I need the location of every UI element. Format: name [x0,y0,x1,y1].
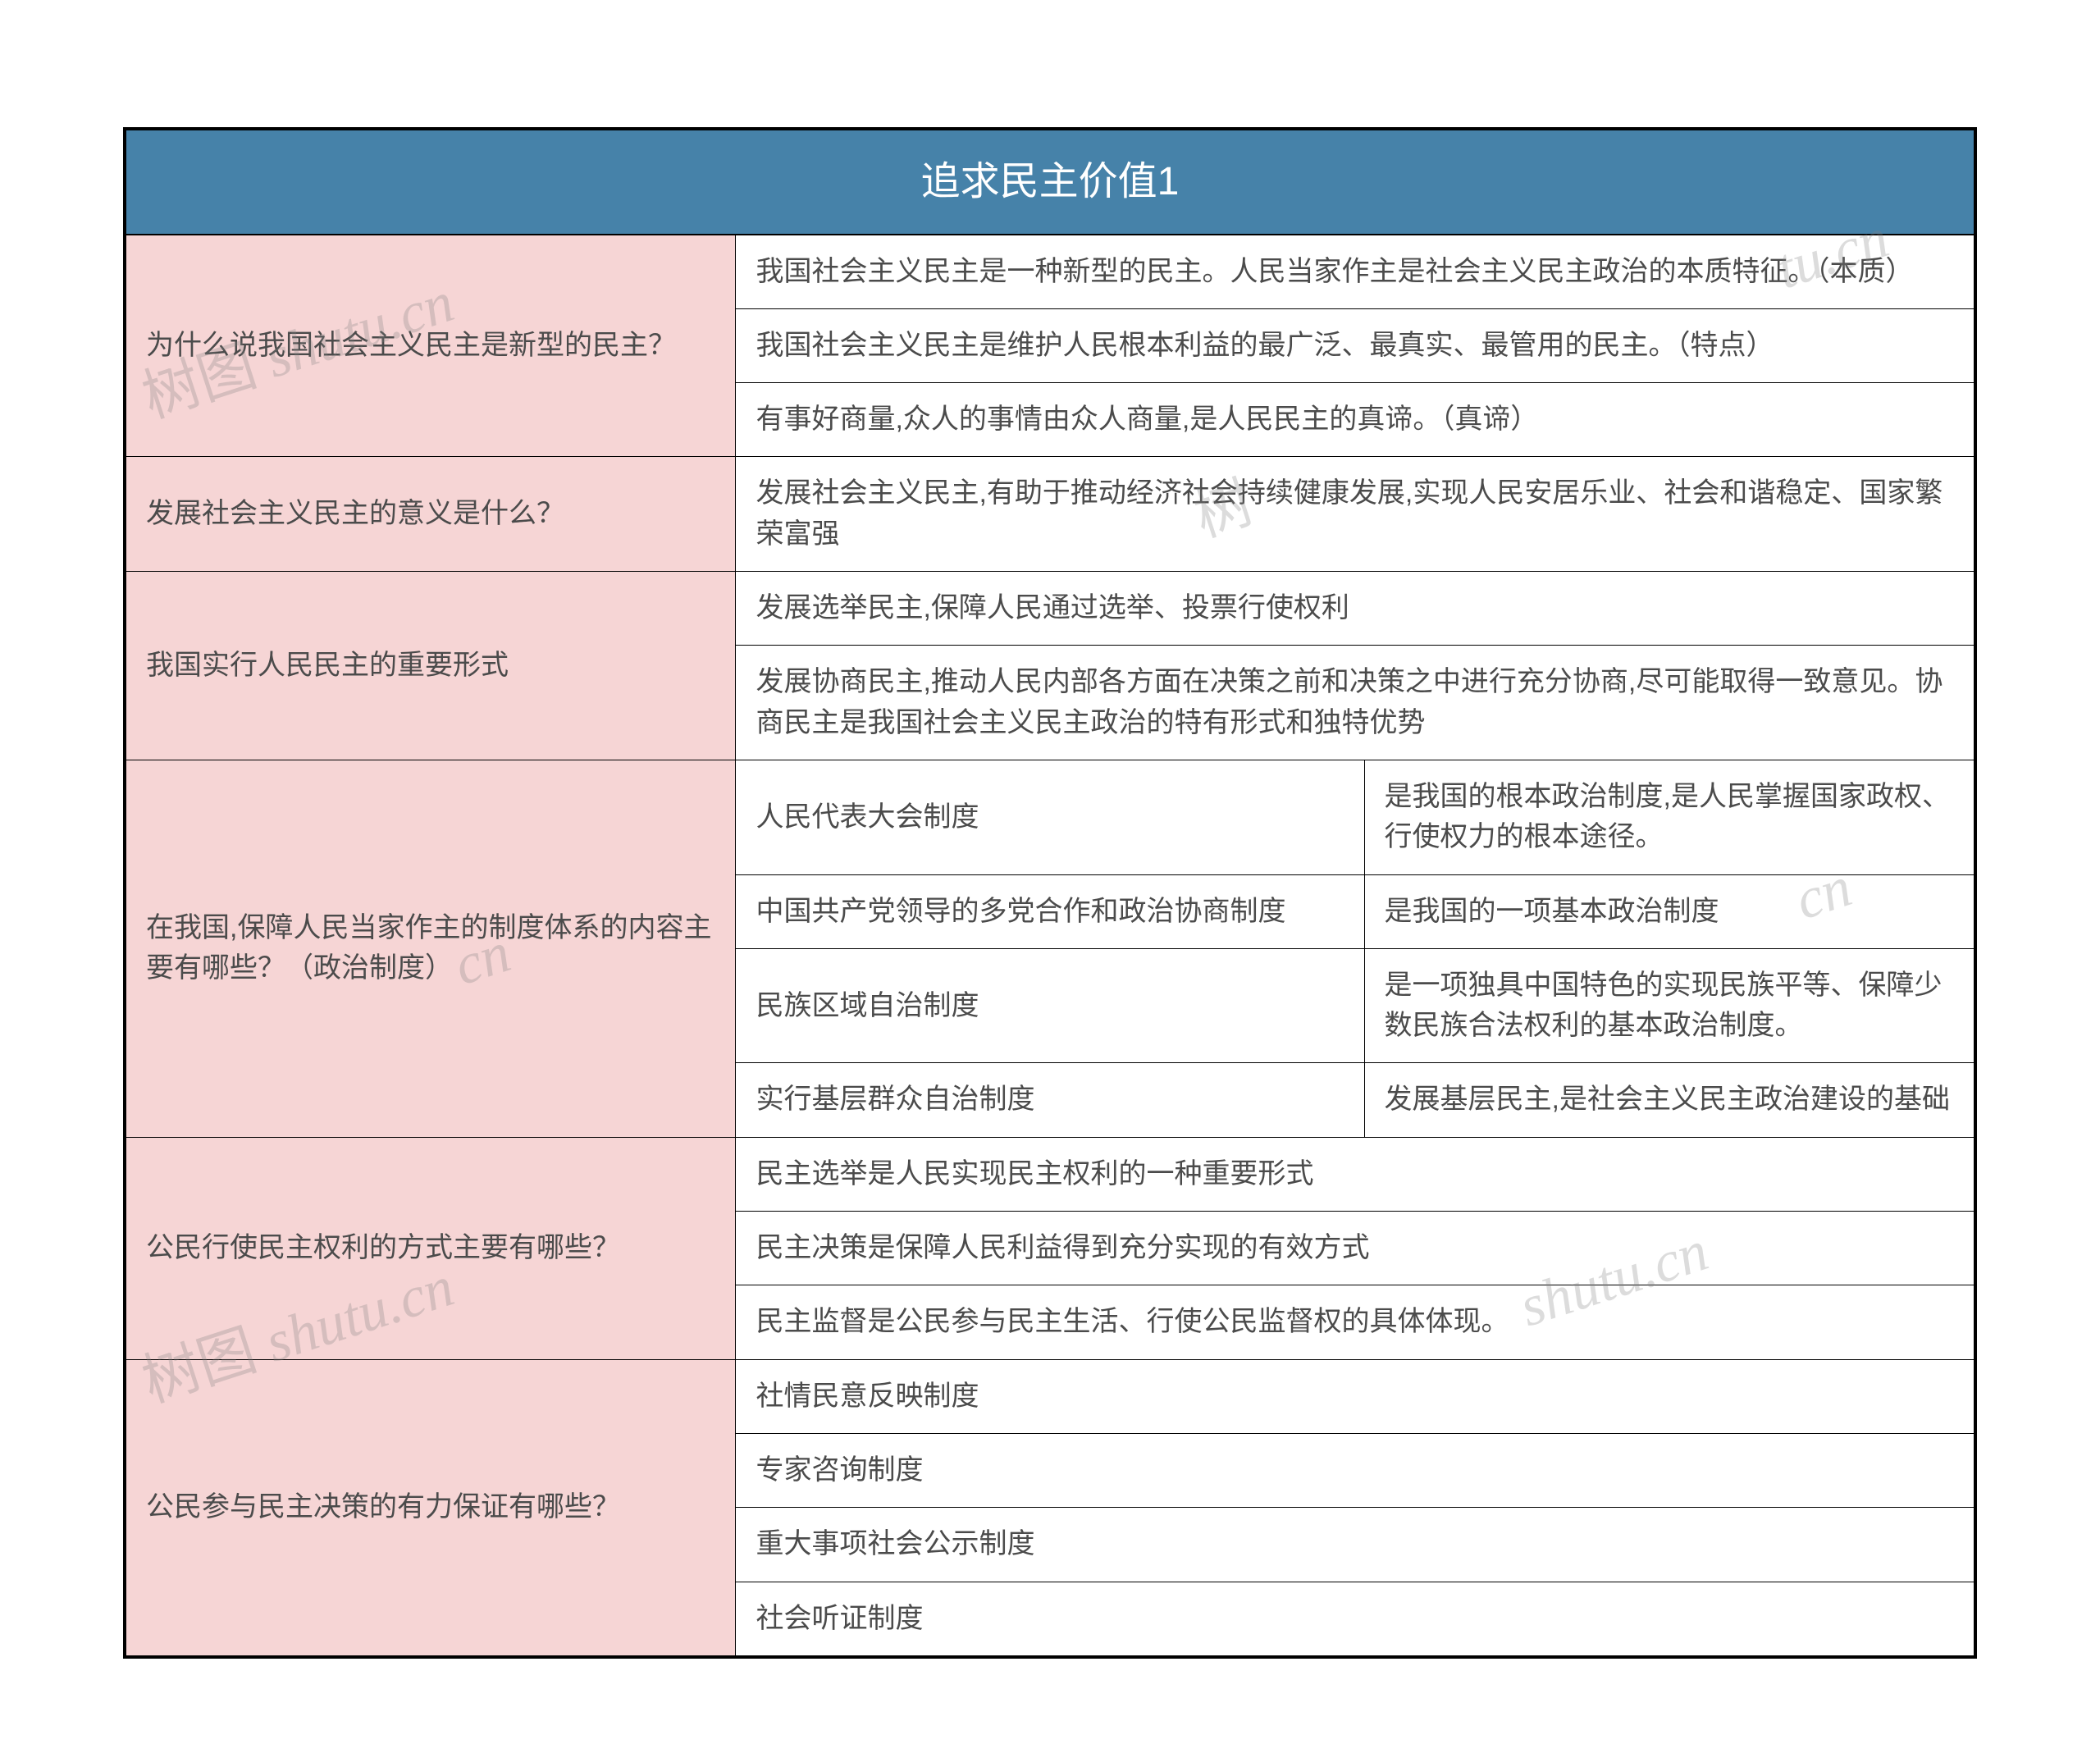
content-cell: 发展社会主义民主,有助于推动经济社会持续健康发展,实现人民安居乐业、社会和谐稳定… [736,457,1974,572]
table-row: 在我国,保障人民当家作主的制度体系的内容主要有哪些？（政治制度） 人民代表大会制… [126,760,1974,874]
content-cell: 民族区域自治制度 [736,948,1364,1063]
section-label: 我国实行人民民主的重要形式 [126,572,736,760]
content-cell: 发展基层民主,是社会主义民主政治建设的基础 [1364,1063,1974,1137]
content-cell: 发展协商民主,推动人民内部各方面在决策之前和决策之中进行充分协商,尽可能取得一致… [736,646,1974,760]
content-cell: 民主监督是公民参与民主生活、行使公民监督权的具体体现。 [736,1285,1974,1359]
content-cell: 民主决策是保障人民利益得到充分实现的有效方式 [736,1212,1974,1285]
content-cell: 是一项独具中国特色的实现民族平等、保障少数民族合法权利的基本政治制度。 [1364,948,1974,1063]
table-row: 我国实行人民民主的重要形式 发展选举民主,保障人民通过选举、投票行使权利 [126,572,1974,646]
content-cell: 民主选举是人民实现民主权利的一种重要形式 [736,1137,1974,1211]
title-row: 追求民主价值1 [126,130,1974,235]
table-row: 发展社会主义民主的意义是什么？ 发展社会主义民主,有助于推动经济社会持续健康发展… [126,457,1974,572]
section-label: 发展社会主义民主的意义是什么？ [126,457,736,572]
table-row: 公民参与民主决策的有力保证有哪些？ 社情民意反映制度 [126,1359,1974,1433]
section-label: 为什么说我国社会主义民主是新型的民主？ [126,235,736,457]
content-cell: 实行基层群众自治制度 [736,1063,1364,1137]
content-cell: 专家咨询制度 [736,1433,1974,1507]
content-cell: 我国社会主义民主是维护人民根本利益的最广泛、最真实、最管用的民主。（特点） [736,308,1974,382]
section-label: 公民参与民主决策的有力保证有哪些？ [126,1359,736,1655]
table-title: 追求民主价值1 [126,130,1974,235]
table-outer-border: 追求民主价值1 为什么说我国社会主义民主是新型的民主？ 我国社会主义民主是一种新… [123,127,1977,1659]
content-cell: 是我国的根本政治制度,是人民掌握国家政权、行使权力的根本途径。 [1364,760,1974,874]
main-table: 追求民主价值1 为什么说我国社会主义民主是新型的民主？ 我国社会主义民主是一种新… [126,130,1974,1656]
content-cell: 发展选举民主,保障人民通过选举、投票行使权利 [736,572,1974,646]
content-cell: 我国社会主义民主是一种新型的民主。人民当家作主是社会主义民主政治的本质特征。（本… [736,235,1974,309]
section-label: 在我国,保障人民当家作主的制度体系的内容主要有哪些？（政治制度） [126,760,736,1137]
section-label: 公民行使民主权利的方式主要有哪些？ [126,1137,736,1359]
content-cell: 社情民意反映制度 [736,1359,1974,1433]
content-cell: 是我国的一项基本政治制度 [1364,874,1974,948]
content-cell: 重大事项社会公示制度 [736,1508,1974,1582]
content-cell: 社会听证制度 [736,1582,1974,1655]
content-cell: 人民代表大会制度 [736,760,1364,874]
content-cell: 有事好商量,众人的事情由众人商量,是人民民主的真谛。（真谛） [736,383,1974,457]
table-row: 为什么说我国社会主义民主是新型的民主？ 我国社会主义民主是一种新型的民主。人民当… [126,235,1974,309]
page: 追求民主价值1 为什么说我国社会主义民主是新型的民主？ 我国社会主义民主是一种新… [0,0,2100,1753]
content-cell: 中国共产党领导的多党合作和政治协商制度 [736,874,1364,948]
table-row: 公民行使民主权利的方式主要有哪些？ 民主选举是人民实现民主权利的一种重要形式 [126,1137,1974,1211]
